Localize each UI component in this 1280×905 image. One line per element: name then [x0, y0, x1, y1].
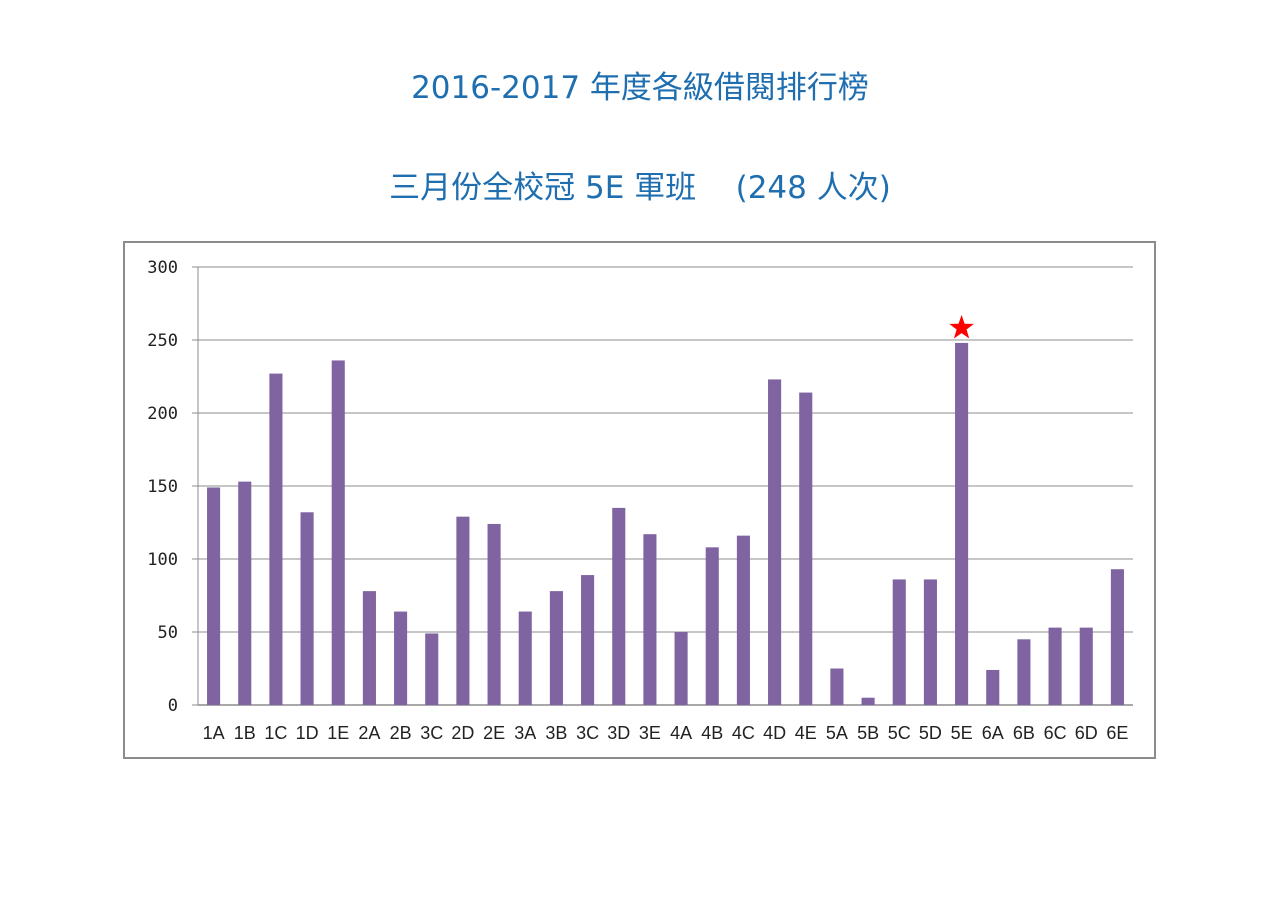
x-tick-label: 3C: [420, 723, 443, 743]
star-icon: [949, 314, 974, 339]
bar-3d: [612, 507, 626, 705]
x-tick-label: 3C: [576, 723, 599, 743]
bar-chart: 0 50 100 150 200 250 300 1A 1B 1C 1D 1E 2A 2B 3C 2D 2E 3…: [147, 258, 1133, 743]
x-tick-label: 4D: [763, 723, 786, 743]
x-tick-label: 1A: [203, 723, 225, 743]
highlight-markers: [949, 314, 974, 339]
x-tick-label: 3B: [545, 723, 567, 743]
x-tick-label: 4A: [670, 723, 692, 743]
x-tick-label: 5B: [857, 723, 879, 743]
x-tick-label: 2D: [451, 723, 474, 743]
bar-1b: [238, 481, 252, 705]
y-axis-ticks: 0 50 100 150 200 250 300: [147, 258, 178, 716]
bar-2d: [456, 516, 470, 705]
bar-6d: [1079, 627, 1093, 705]
bar-5a: [830, 668, 844, 705]
x-tick-label: 1E: [327, 723, 349, 743]
x-tick-label: 6E: [1106, 723, 1128, 743]
bar-3b: [549, 591, 563, 705]
y-tick-label: 150: [147, 477, 178, 497]
x-tick-label: 3D: [607, 723, 630, 743]
x-tick-label: 1C: [264, 723, 287, 743]
x-tick-label: 3A: [514, 723, 536, 743]
bar-3c: [425, 633, 439, 705]
bar-1d: [300, 512, 314, 705]
bar-6b: [1017, 639, 1031, 705]
y-tick-label: 250: [147, 331, 178, 351]
bar-1a: [207, 487, 221, 705]
y-tick-label: 50: [158, 623, 178, 643]
page-subtitle: 三月份全校冠 5E 軍班 (248 人次): [389, 170, 891, 206]
bar-3e: [643, 534, 657, 705]
bar-5e: [955, 342, 969, 705]
x-tick-label: 5C: [888, 723, 911, 743]
gridlines: [192, 266, 1133, 706]
bar-6c: [1048, 627, 1062, 705]
bar-6e: [1110, 569, 1124, 705]
x-tick-label: 5D: [919, 723, 942, 743]
bars: [207, 342, 1124, 705]
x-tick-label: 2E: [483, 723, 505, 743]
y-tick-label: 300: [147, 258, 178, 278]
bar-1e: [331, 360, 345, 705]
x-tick-label: 3E: [639, 723, 661, 743]
bar-4a: [674, 632, 688, 705]
x-tick-label: 1D: [296, 723, 319, 743]
x-tick-label: 5A: [826, 723, 848, 743]
x-tick-label: 1B: [234, 723, 256, 743]
bar-3c: [581, 575, 595, 705]
x-tick-label: 4B: [701, 723, 723, 743]
y-tick-label: 100: [147, 550, 178, 570]
bar-2e: [487, 523, 501, 705]
x-tick-label: 6C: [1044, 723, 1067, 743]
bar-5d: [923, 579, 937, 705]
x-tick-label: 6D: [1075, 723, 1098, 743]
x-tick-label: 4C: [732, 723, 755, 743]
y-tick-label: 200: [147, 404, 178, 424]
x-tick-label: 6B: [1013, 723, 1035, 743]
x-tick-label: 2A: [358, 723, 380, 743]
bar-4d: [768, 379, 782, 705]
bar-2b: [394, 611, 408, 705]
bar-4b: [705, 547, 719, 705]
bar-5c: [892, 579, 906, 705]
x-tick-label: 2B: [390, 723, 412, 743]
y-tick-label: 0: [168, 696, 178, 716]
bar-1c: [269, 373, 283, 705]
x-tick-label: 4E: [795, 723, 817, 743]
page-title: 2016-2017 年度各級借閱排行榜: [411, 70, 869, 106]
x-axis-ticks: 1A 1B 1C 1D 1E 2A 2B 3C 2D 2E 3A 3B 3C 3D 3E 4A 4B 4C 4D 4E…: [203, 723, 1129, 743]
bar-3a: [518, 611, 532, 705]
x-tick-label: 6A: [982, 723, 1004, 743]
bar-4e: [799, 392, 813, 705]
bar-5b: [861, 697, 875, 705]
bar-6a: [986, 669, 1000, 705]
bar-4c: [736, 535, 750, 705]
bar-2a: [362, 591, 376, 705]
x-tick-label: 5E: [951, 723, 973, 743]
chart-frame: 0 50 100 150 200 250 300 1A 1B 1C 1D 1E 2A 2B 3C 2D 2E 3…: [123, 241, 1156, 759]
